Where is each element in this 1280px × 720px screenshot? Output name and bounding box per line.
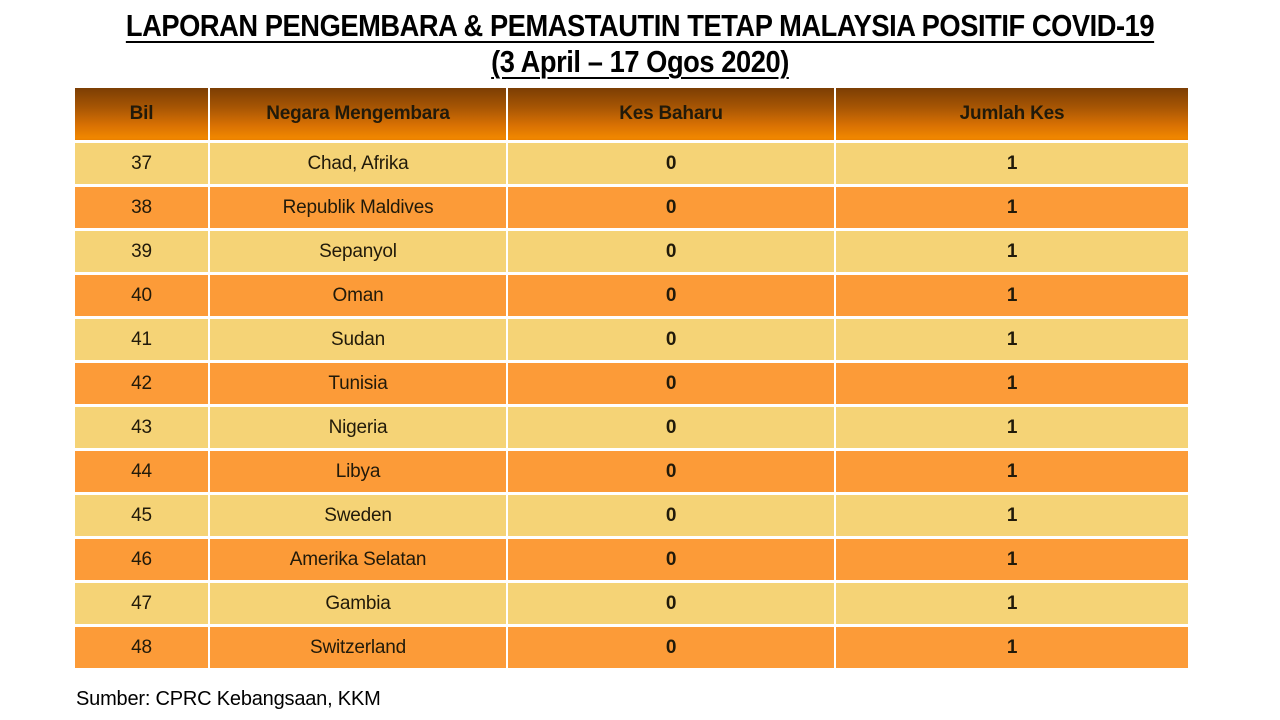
- cell-jumlah-kes: 1: [836, 451, 1188, 492]
- cell-jumlah-kes: 1: [836, 627, 1188, 668]
- cell-negara: Sudan: [210, 319, 506, 360]
- slide-title-line1: LAPORAN PENGEMBARA & PEMASTAUTIN TETAP M…: [125, 8, 1155, 43]
- cell-kes-baharu: 0: [508, 583, 834, 624]
- cell-bil: 45: [75, 495, 208, 536]
- cell-kes-baharu: 0: [508, 319, 834, 360]
- cell-bil: 39: [75, 231, 208, 272]
- cell-bil: 41: [75, 319, 208, 360]
- slide-title-line2: (3 April – 17 Ogos 2020): [491, 44, 789, 79]
- cell-jumlah-kes: 1: [836, 231, 1188, 272]
- table-body: 37 Chad, Afrika 0 1 38 Republik Maldives…: [75, 143, 1188, 668]
- cell-jumlah-kes: 1: [836, 583, 1188, 624]
- cell-bil: 37: [75, 143, 208, 184]
- table-row: 44 Libya 0 1: [75, 451, 1188, 492]
- cell-jumlah-kes: 1: [836, 407, 1188, 448]
- cell-kes-baharu: 0: [508, 627, 834, 668]
- cell-jumlah-kes: 1: [836, 275, 1188, 316]
- slide-title: LAPORAN PENGEMBARA & PEMASTAUTIN TETAP M…: [0, 8, 1280, 80]
- table-row: 38 Republik Maldives 0 1: [75, 187, 1188, 228]
- cell-kes-baharu: 0: [508, 539, 834, 580]
- table-row: 39 Sepanyol 0 1: [75, 231, 1188, 272]
- cell-kes-baharu: 0: [508, 231, 834, 272]
- cell-kes-baharu: 0: [508, 495, 834, 536]
- column-header-bil: Bil: [75, 88, 208, 140]
- table-row: 45 Sweden 0 1: [75, 495, 1188, 536]
- cell-negara: Tunisia: [210, 363, 506, 404]
- table-row: 43 Nigeria 0 1: [75, 407, 1188, 448]
- cell-jumlah-kes: 1: [836, 143, 1188, 184]
- cell-kes-baharu: 0: [508, 407, 834, 448]
- cell-kes-baharu: 0: [508, 187, 834, 228]
- cell-kes-baharu: 0: [508, 451, 834, 492]
- cell-bil: 40: [75, 275, 208, 316]
- cell-kes-baharu: 0: [508, 363, 834, 404]
- cell-bil: 46: [75, 539, 208, 580]
- cell-negara: Republik Maldives: [210, 187, 506, 228]
- table-row: 42 Tunisia 0 1: [75, 363, 1188, 404]
- cell-jumlah-kes: 1: [836, 187, 1188, 228]
- cell-kes-baharu: 0: [508, 143, 834, 184]
- cell-negara: Oman: [210, 275, 506, 316]
- cell-kes-baharu: 0: [508, 275, 834, 316]
- cell-negara: Sweden: [210, 495, 506, 536]
- cell-negara: Sepanyol: [210, 231, 506, 272]
- cell-jumlah-kes: 1: [836, 495, 1188, 536]
- cell-bil: 42: [75, 363, 208, 404]
- cell-jumlah-kes: 1: [836, 539, 1188, 580]
- table-row: 47 Gambia 0 1: [75, 583, 1188, 624]
- column-header-kes-baharu: Kes Baharu: [508, 88, 834, 140]
- table-row: 41 Sudan 0 1: [75, 319, 1188, 360]
- covid-cases-table: Bil Negara Mengembara Kes Baharu Jumlah …: [75, 88, 1188, 668]
- cell-bil: 48: [75, 627, 208, 668]
- column-header-jumlah-kes: Jumlah Kes: [836, 88, 1188, 140]
- cell-negara: Chad, Afrika: [210, 143, 506, 184]
- table-row: 37 Chad, Afrika 0 1: [75, 143, 1188, 184]
- cell-bil: 47: [75, 583, 208, 624]
- table-row: 40 Oman 0 1: [75, 275, 1188, 316]
- cell-negara: Amerika Selatan: [210, 539, 506, 580]
- cell-bil: 44: [75, 451, 208, 492]
- column-header-negara-mengembara: Negara Mengembara: [210, 88, 506, 140]
- table-row: 48 Switzerland 0 1: [75, 627, 1188, 668]
- table-row: 46 Amerika Selatan 0 1: [75, 539, 1188, 580]
- cell-negara: Gambia: [210, 583, 506, 624]
- source-note: Sumber: CPRC Kebangsaan, KKM: [76, 688, 381, 710]
- cell-negara: Libya: [210, 451, 506, 492]
- cell-jumlah-kes: 1: [836, 363, 1188, 404]
- cell-negara: Switzerland: [210, 627, 506, 668]
- cell-bil: 43: [75, 407, 208, 448]
- table-header-row: Bil Negara Mengembara Kes Baharu Jumlah …: [75, 88, 1188, 140]
- cell-negara: Nigeria: [210, 407, 506, 448]
- cell-bil: 38: [75, 187, 208, 228]
- cell-jumlah-kes: 1: [836, 319, 1188, 360]
